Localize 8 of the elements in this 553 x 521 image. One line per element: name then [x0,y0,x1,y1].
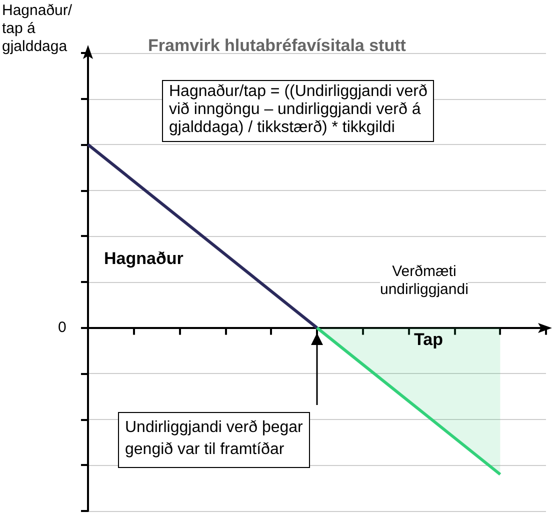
annotation: Hagnaður [104,249,184,268]
text: Hagnaður/ tap á gjalddaga [2,2,72,56]
text: Hagnaður/tap = ((Undirliggjandi verð við inngöngu – undirliggjandi verð á gjalddaga) / tikkstærð) * tikkgildi [162,80,434,142]
text: 0 [58,319,66,337]
annotation: Undirliggjandi verð þegar gengið var til framtíðar [118,412,310,468]
annotation: Tap [414,330,443,349]
chart-title: Framvirk hlutabréfavísitala stutt [148,36,406,55]
x-axis-title: Verðmæti undirliggjandi [380,263,468,299]
